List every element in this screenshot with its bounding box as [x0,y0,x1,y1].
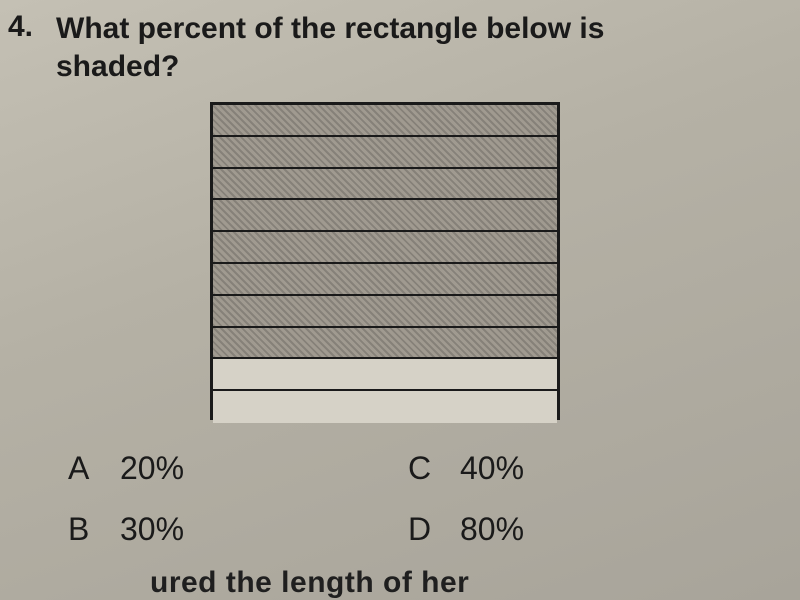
shaded-row [213,296,557,328]
shaded-row [213,169,557,201]
choice-letter: D [408,511,438,548]
unshaded-row [213,359,557,391]
choice-d: D 80% [408,511,708,548]
choice-letter: A [68,450,98,487]
choice-c: C 40% [408,450,708,487]
shaded-rectangle-figure [210,102,560,420]
choice-letter: C [408,450,438,487]
choice-value: 40% [460,450,524,487]
partial-cutoff-text: ured the length of her [150,566,469,600]
answer-choices: A 20% C 40% B 30% D 80% [68,450,708,548]
shaded-row [213,328,557,360]
shaded-row [213,264,557,296]
choice-letter: B [68,511,98,548]
shaded-row [213,200,557,232]
question-text: What percent of the rectangle below is s… [56,10,736,85]
choice-a: A 20% [68,450,368,487]
choice-b: B 30% [68,511,368,548]
choice-value: 80% [460,511,524,548]
unshaded-row [213,391,557,423]
question-number: 4. [8,10,33,44]
question-line-2: shaded? [56,50,179,83]
question-line-1: What percent of the rectangle below is [56,12,604,45]
shaded-row [213,105,557,137]
shaded-row [213,232,557,264]
choice-value: 30% [120,511,184,548]
choice-value: 20% [120,450,184,487]
shaded-row [213,137,557,169]
